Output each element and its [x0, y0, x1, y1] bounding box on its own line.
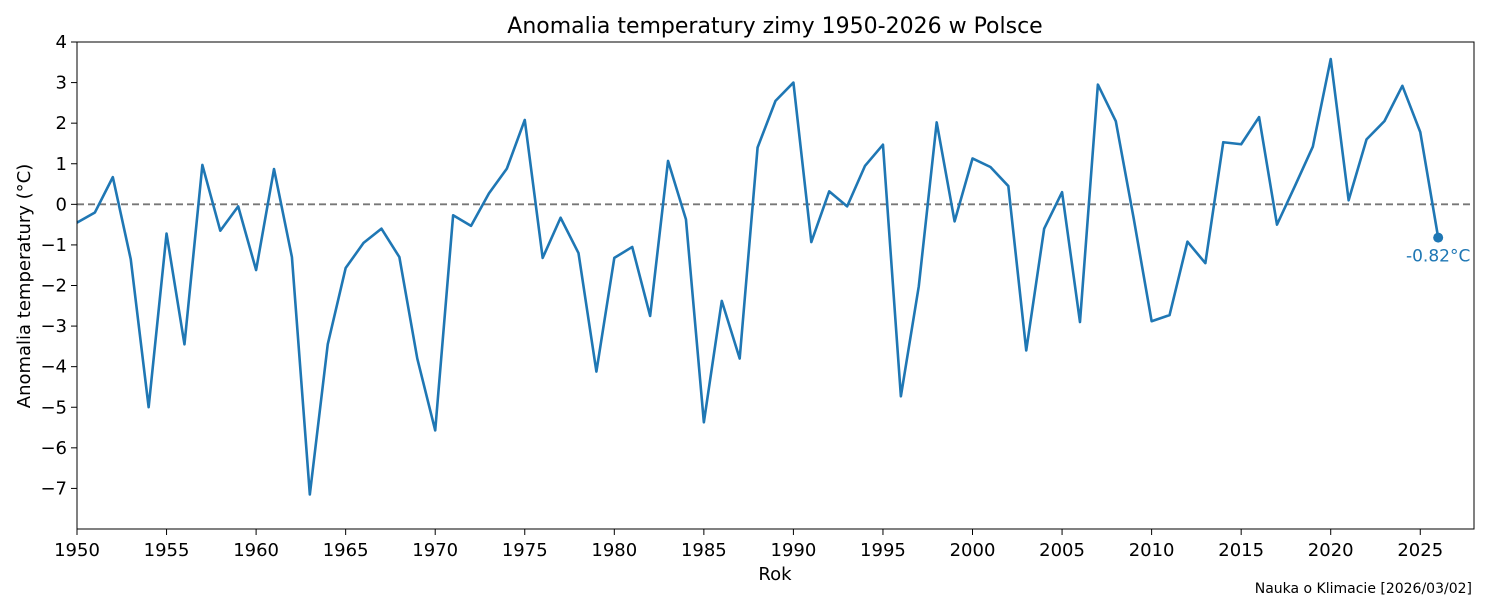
y-tick-label: −6 [40, 438, 67, 459]
chart-title: Anomalia temperatury zimy 1950-2026 w Po… [507, 14, 1042, 39]
y-tick-label: −2 [40, 276, 67, 297]
y-axis-label: Anomalia temperatury (°C) [14, 164, 35, 409]
y-tick-label: 2 [56, 113, 67, 134]
x-tick-label: 1985 [681, 540, 727, 561]
source-note: Nauka o Klimacie [2026/03/02] [1255, 581, 1472, 597]
x-tick-label: 2015 [1218, 540, 1264, 561]
x-tick-label: 2010 [1129, 540, 1175, 561]
y-tick-label: 1 [56, 154, 67, 175]
y-tick-label: −1 [40, 235, 67, 256]
y-tick-label: −5 [40, 397, 67, 418]
last-point-marker [1433, 232, 1444, 243]
y-tick-label: −3 [40, 316, 67, 337]
x-tick-label: 2020 [1308, 540, 1354, 561]
x-tick-label: 1950 [54, 540, 100, 561]
x-tick-label: 1990 [771, 540, 817, 561]
last-point-label: -0.82°C [1406, 247, 1470, 267]
x-tick-label: 1980 [591, 540, 637, 561]
x-tick-label: 1975 [502, 540, 548, 561]
x-tick-label: 1995 [860, 540, 906, 561]
x-tick-label: 1960 [233, 540, 279, 561]
y-tick-label: −4 [40, 357, 67, 378]
y-tick-label: 4 [56, 32, 67, 53]
x-tick-label: 2005 [1039, 540, 1085, 561]
x-axis-label: Rok [758, 564, 792, 585]
x-tick-label: 1970 [412, 540, 458, 561]
x-tick-label: 2025 [1397, 540, 1443, 561]
x-tick-label: 1955 [144, 540, 190, 561]
anomaly-series-line [76, 57, 1440, 496]
plot-area-frame [76, 41, 1475, 530]
y-tick-label: 0 [56, 194, 67, 215]
x-tick-label: 1965 [323, 540, 369, 561]
x-tick-label: 2000 [950, 540, 996, 561]
y-tick-label: −7 [40, 478, 67, 499]
y-tick-label: 3 [56, 73, 67, 94]
